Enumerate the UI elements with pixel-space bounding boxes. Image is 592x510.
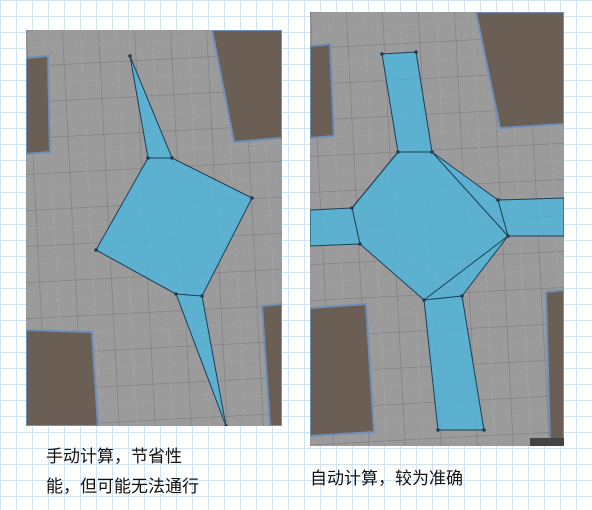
manual-caption-line2: 能，但可能无法通行 [46, 477, 199, 497]
obstacle-block [474, 12, 564, 130]
obstacle-block [260, 302, 282, 426]
manual-caption-line1: 手动计算，节省性 [46, 447, 182, 467]
obstacle-block [210, 30, 282, 144]
manual-navmesh-scene [26, 30, 282, 426]
obstacle-block [26, 54, 52, 156]
obstacle-block [310, 302, 376, 438]
auto-navmesh-screenshot [310, 12, 564, 446]
manual-caption: 手动计算，节省性 能，但可能无法通行 [46, 442, 199, 502]
navmesh-polygon [95, 55, 253, 426]
manual-navmesh-screenshot [26, 30, 282, 426]
obstacle-block [26, 328, 100, 426]
obstacle-block [530, 438, 564, 446]
obstacle-block [310, 42, 336, 140]
auto-navmesh-scene [310, 12, 564, 446]
auto-caption: 自动计算，较为准确 [310, 469, 463, 489]
obstacle-block [544, 288, 564, 446]
